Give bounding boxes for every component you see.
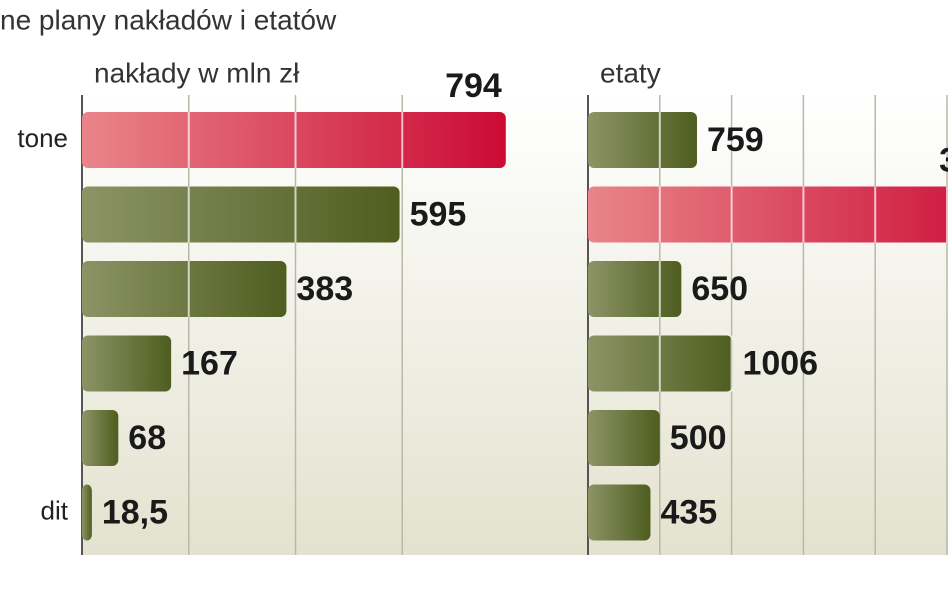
value-label: 167 xyxy=(181,344,238,382)
value-label: 759 xyxy=(707,121,764,159)
bar xyxy=(588,410,660,466)
bar xyxy=(588,186,948,243)
value-label: 68 xyxy=(128,419,166,457)
bar xyxy=(82,186,400,243)
value-label: 794 xyxy=(445,67,502,105)
value-label: 383 xyxy=(296,270,353,308)
bar xyxy=(82,112,506,168)
value-label: 650 xyxy=(691,270,748,308)
chart-title: ne plany nakładów i etatów xyxy=(0,4,337,35)
value-label: 3000 xyxy=(939,141,948,179)
value-label: 1006 xyxy=(742,344,818,382)
bar xyxy=(82,335,172,392)
category-label: tone xyxy=(17,123,68,153)
bar xyxy=(82,261,287,317)
bar xyxy=(82,484,92,541)
subtitle: etaty xyxy=(600,57,661,88)
category-label: dit xyxy=(41,495,69,525)
bar xyxy=(588,112,697,168)
subtitle: nakłady w mln zł xyxy=(94,57,300,88)
value-label: 18,5 xyxy=(102,493,168,531)
bar xyxy=(588,261,682,317)
value-label: 500 xyxy=(670,419,727,457)
value-label: 595 xyxy=(410,195,467,233)
bar xyxy=(588,484,651,541)
value-label: 435 xyxy=(660,493,717,531)
bar xyxy=(82,410,119,466)
plot-background xyxy=(588,95,948,555)
